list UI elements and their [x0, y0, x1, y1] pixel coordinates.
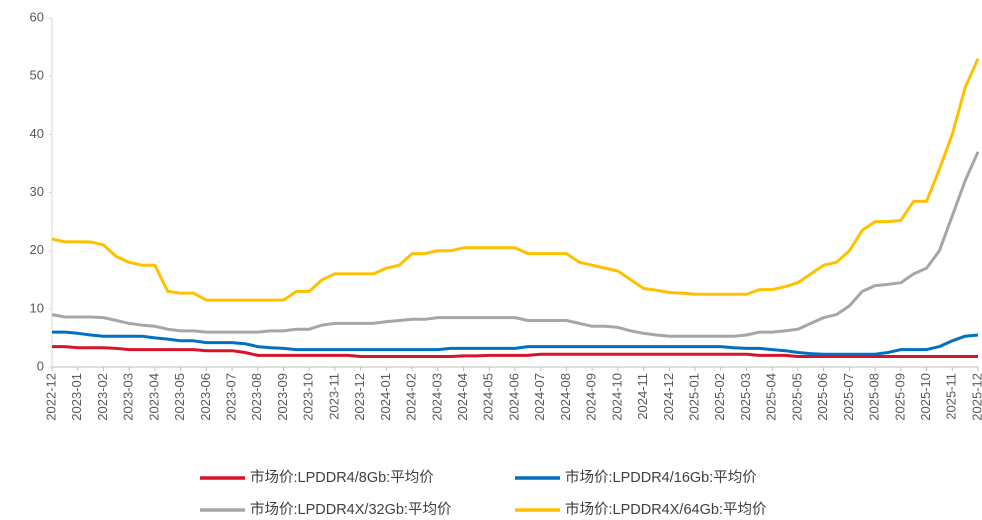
x-tick-label: 2025-08	[867, 373, 882, 421]
x-tick-label: 2022-12	[43, 373, 58, 421]
y-tick-label: 50	[30, 68, 44, 83]
x-tick-label: 2025-11	[944, 373, 959, 420]
x-tick-label: 2023-05	[172, 373, 187, 421]
x-tick-label: 2023-02	[95, 373, 110, 421]
x-tick-label: 2024-10	[609, 373, 624, 421]
y-tick-label: 30	[30, 184, 44, 199]
x-tick-label: 2025-12	[969, 373, 982, 421]
x-tick-label: 2025-09	[892, 373, 907, 421]
x-tick-label: 2023-09	[275, 373, 290, 421]
x-tick-label: 2023-01	[69, 373, 84, 421]
legend-label: 市场价:LPDDR4X/32Gb:平均价	[250, 501, 452, 518]
y-tick-label: 40	[30, 126, 44, 141]
x-tick-label: 2025-03	[738, 373, 753, 421]
x-tick-label: 2024-05	[481, 373, 496, 421]
y-tick-label: 10	[30, 300, 44, 315]
x-tick-label: 2025-01	[686, 373, 701, 421]
legend-label: 市场价:LPDDR4/8Gb:平均价	[250, 469, 434, 486]
x-tick-label: 2024-03	[429, 373, 444, 421]
x-tick-label: 2023-11	[326, 373, 341, 420]
x-tick-label: 2025-10	[918, 373, 933, 421]
x-tick-label: 2023-10	[301, 373, 316, 421]
x-tick-label: 2024-01	[378, 373, 393, 421]
legend-label: 市场价:LPDDR4X/64Gb:平均价	[565, 501, 767, 518]
line	[52, 345, 978, 358]
x-tick-label: 2025-07	[841, 373, 856, 421]
x-tick-label: 2023-07	[223, 373, 238, 421]
line	[51, 151, 980, 338]
x-tick-label: 2023-04	[146, 373, 161, 421]
x-tick-label: 2025-04	[764, 373, 779, 421]
x-tick-label: 2023-03	[121, 373, 136, 421]
x-tick-label: 2024-11	[635, 373, 650, 420]
x-tick-label: 2024-08	[558, 373, 573, 421]
legend-label: 市场价:LPDDR4/16Gb:平均价	[565, 469, 757, 486]
x-tick-label: 2024-06	[506, 373, 521, 421]
x-tick-label: 2024-09	[584, 373, 599, 421]
line	[52, 330, 979, 356]
x-tick-label: 2025-06	[815, 373, 830, 421]
y-tick-label: 60	[30, 9, 44, 24]
line	[51, 58, 980, 302]
y-tick-label: 0	[37, 358, 44, 373]
x-tick-label: 2025-02	[712, 373, 727, 421]
x-tick-label: 2024-04	[455, 373, 470, 421]
x-tick-label: 2023-06	[198, 373, 213, 421]
x-tick-label: 2024-12	[661, 373, 676, 421]
x-tick-label: 2023-08	[249, 373, 264, 421]
y-tick-label: 20	[30, 242, 44, 257]
x-tick-label: 2025-05	[789, 373, 804, 421]
x-tick-label: 2024-02	[404, 373, 419, 421]
x-tick-label: 2024-07	[532, 373, 547, 421]
x-tick-label: 2023-12	[352, 373, 367, 421]
